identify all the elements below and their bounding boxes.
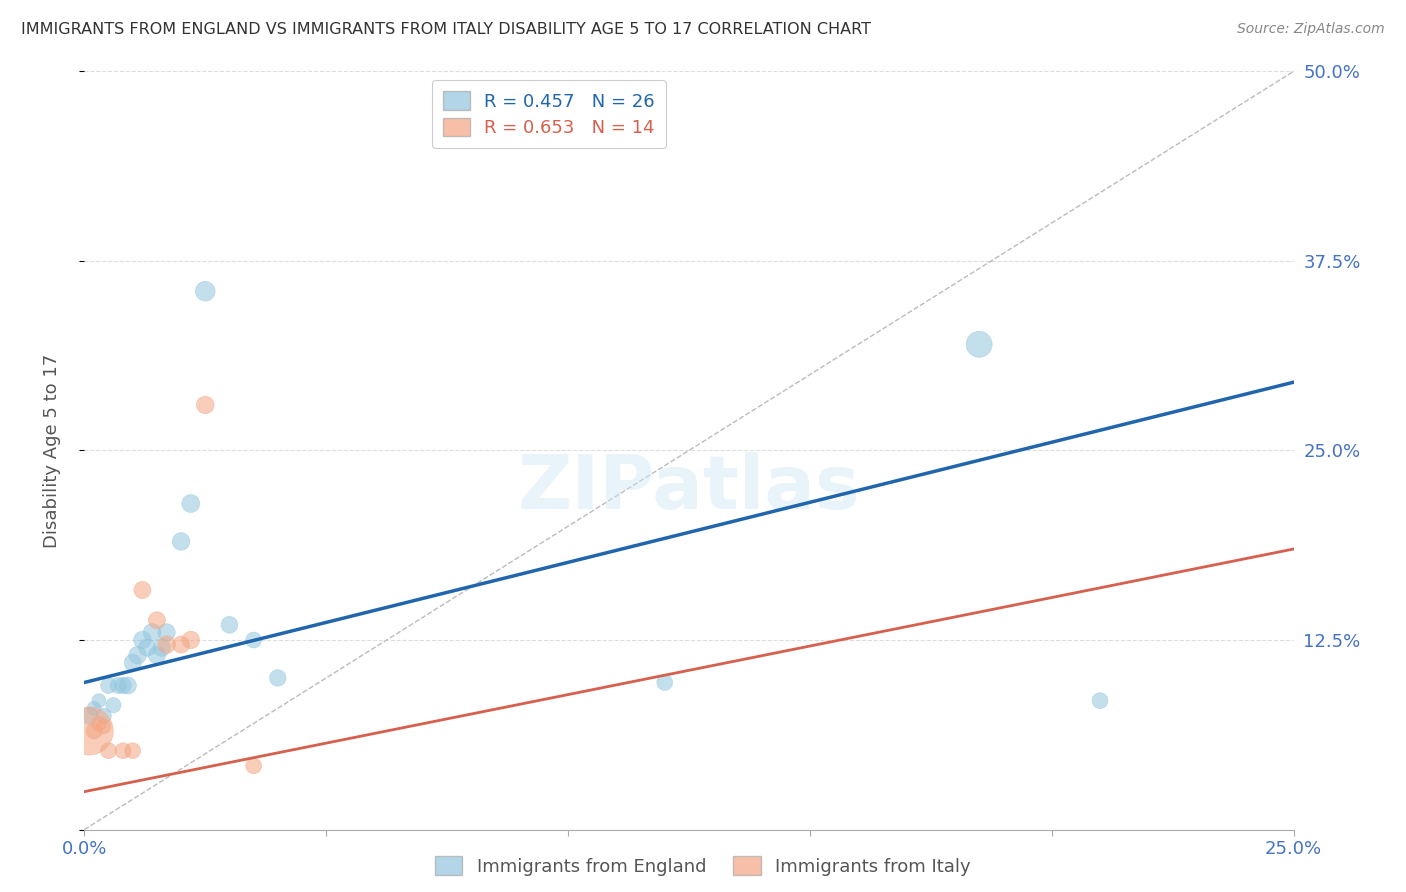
Point [131, 633, 153, 648]
Point [155, 638, 177, 652]
Point [218, 617, 240, 632]
Legend: R = 0.457   N = 26, R = 0.653   N = 14: R = 0.457 N = 26, R = 0.653 N = 14 [432, 80, 666, 148]
Point [170, 534, 193, 549]
Point [77, 708, 100, 723]
Point [112, 678, 135, 692]
Point [83, 701, 105, 715]
Point [150, 640, 173, 655]
Text: Source: ZipAtlas.com: Source: ZipAtlas.com [1237, 22, 1385, 37]
Point [146, 613, 169, 627]
Point [180, 496, 202, 510]
Point [97, 678, 120, 692]
Point [127, 648, 149, 662]
Point [155, 625, 177, 640]
Point [170, 638, 193, 652]
Point [103, 698, 125, 713]
Point [136, 640, 159, 655]
Point [180, 633, 202, 648]
Point [87, 716, 110, 731]
Point [121, 656, 143, 670]
Point [194, 285, 217, 299]
Point [121, 744, 143, 758]
Point [654, 675, 676, 690]
Point [112, 744, 135, 758]
Point [93, 719, 115, 733]
Point [242, 633, 264, 648]
Point [83, 724, 105, 739]
Point [97, 744, 120, 758]
Point [141, 625, 163, 640]
Point [146, 648, 169, 662]
Legend: Immigrants from England, Immigrants from Italy: Immigrants from England, Immigrants from… [429, 849, 977, 883]
Point [267, 671, 290, 685]
Point [194, 398, 217, 412]
Point [131, 582, 153, 597]
Text: ZIPatlas: ZIPatlas [517, 452, 860, 524]
Point [117, 678, 139, 692]
Y-axis label: Disability Age 5 to 17: Disability Age 5 to 17 [42, 353, 60, 548]
Point [1088, 694, 1111, 708]
Point [967, 337, 990, 351]
Point [87, 694, 110, 708]
Point [93, 708, 115, 723]
Text: IMMIGRANTS FROM ENGLAND VS IMMIGRANTS FROM ITALY DISABILITY AGE 5 TO 17 CORRELAT: IMMIGRANTS FROM ENGLAND VS IMMIGRANTS FR… [21, 22, 872, 37]
Point [242, 759, 264, 773]
Point [77, 724, 100, 739]
Point [107, 678, 129, 692]
